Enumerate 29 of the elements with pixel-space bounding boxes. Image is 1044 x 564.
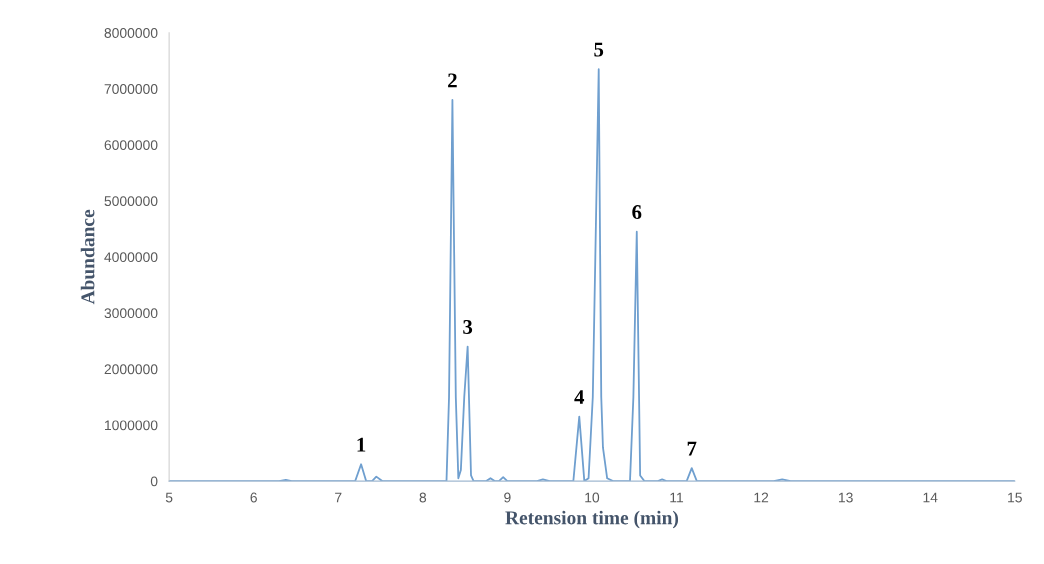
x-tick-label: 9 [504, 492, 511, 503]
y-tick-label: 7000000 [104, 84, 158, 94]
y-tick-label: 3000000 [104, 308, 158, 319]
annotation: 3 [463, 320, 473, 335]
x-tick-label: 5 [165, 492, 173, 503]
x-tick-label: 8 [419, 492, 427, 503]
y-tick-label: 2000000 [104, 364, 158, 375]
x-tick-label: 7 [335, 492, 342, 503]
x-tick-label: 13 [838, 492, 853, 503]
x-tick-label: 6 [250, 492, 257, 503]
y-tick-label: 5000000 [104, 196, 158, 207]
annotation: 7 [687, 441, 697, 456]
y-tick-label: 0 [150, 476, 158, 487]
annotation: 2 [448, 73, 457, 88]
annotation: 1 [357, 437, 366, 452]
x-axis-title: Retension time (min) [505, 510, 679, 529]
annotation: 6 [632, 205, 642, 220]
x-tick-label: 14 [923, 492, 938, 503]
x-tick-label: 11 [670, 492, 684, 503]
annotation: 5 [594, 42, 604, 57]
y-tick-label: 8000000 [104, 28, 158, 38]
x-tick-label: 15 [1008, 492, 1022, 503]
x-tick-label: 12 [754, 492, 769, 503]
y-tick-label: 6000000 [104, 140, 158, 150]
y-tick-label: 1000000 [105, 420, 158, 431]
x-tick-label: 10 [585, 492, 600, 503]
y-axis-title: Abundance [80, 209, 95, 305]
y-tick-label: 4000000 [104, 252, 158, 263]
annotation: 4 [574, 390, 585, 404]
